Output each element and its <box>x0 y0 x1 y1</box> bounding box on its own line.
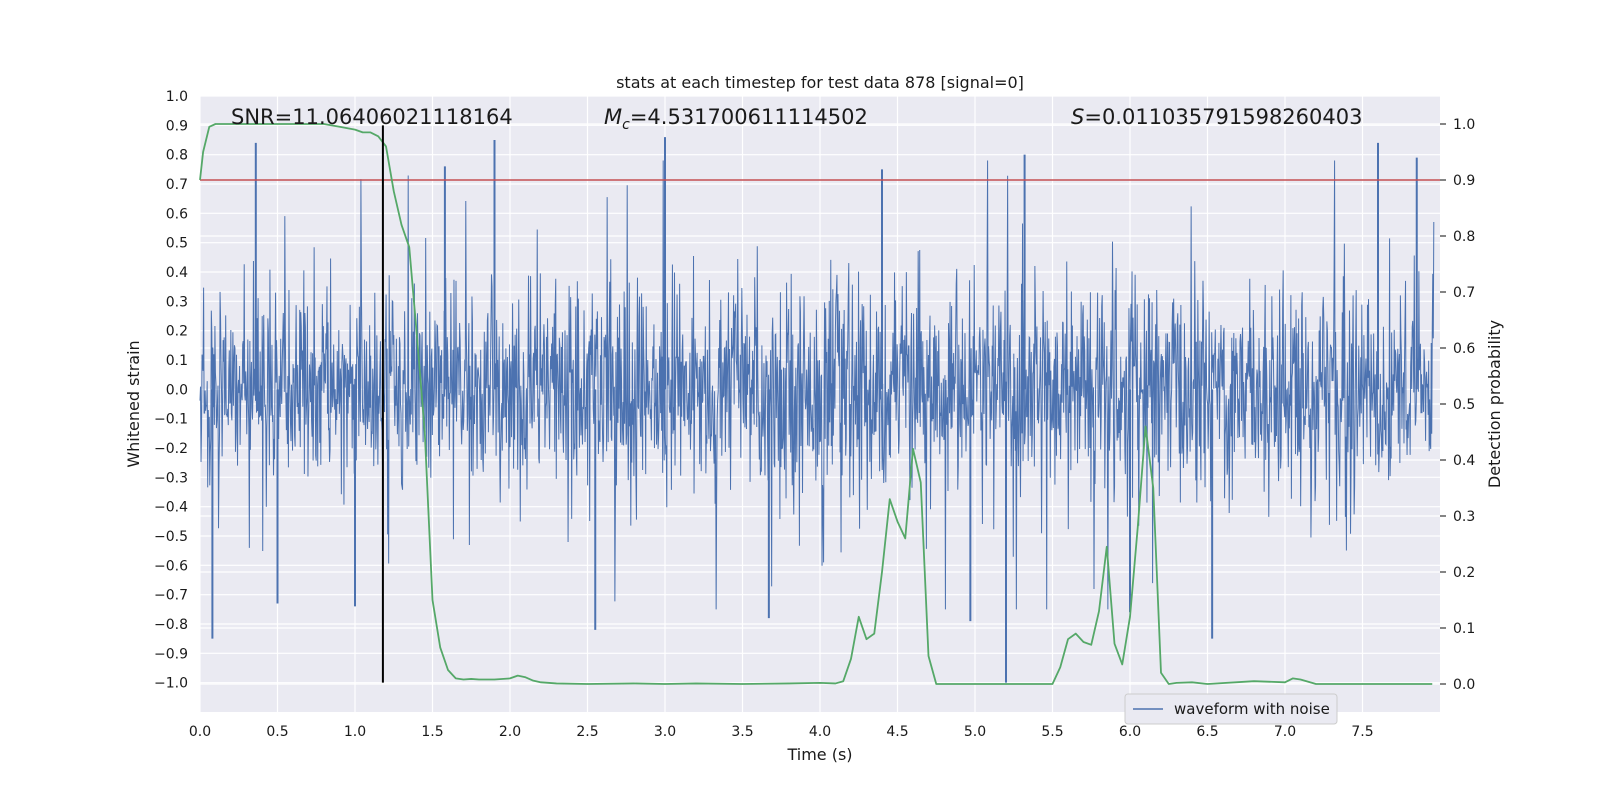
snr-annotation: SNR=11.06406021118164 <box>231 105 513 129</box>
y-axis-left-ticks: 1.0 0.9 0.8 0.7 0.6 0.5 0.4 0.3 0.2 0.1 0.0 −0.1 −0.… <box>154 89 188 692</box>
y-right-tick-label: 0.4 <box>1453 453 1475 469</box>
detection-probability-series <box>199 123 1433 685</box>
chart-title: stats at each timestep for test data 878… <box>616 73 1024 92</box>
y-left-tick-label: −0.9 <box>154 646 188 662</box>
x-axis-label: Time (s) <box>786 745 852 764</box>
y-left-tick-label: −0.1 <box>154 412 188 428</box>
y-left-tick-label: 0.5 <box>166 236 188 252</box>
x-tick-label: 7.5 <box>1351 724 1373 740</box>
y-left-tick-label: −0.8 <box>154 617 188 633</box>
y-left-tick-label: 1.0 <box>166 89 188 105</box>
x-tick-label: 3.5 <box>731 724 753 740</box>
x-tick-label: 4.0 <box>809 724 831 740</box>
waveform-line <box>199 160 1435 610</box>
s-value: =0.011035791598260403 <box>1084 105 1362 129</box>
y-right-tick-label: 0.2 <box>1453 565 1475 581</box>
y-right-tick-label: 0.7 <box>1453 285 1475 301</box>
y-right-tick-label: 1.0 <box>1453 117 1475 133</box>
y-left-tick-label: −0.2 <box>154 441 188 457</box>
y-right-tick-label: 0.8 <box>1453 229 1475 245</box>
legend-box <box>1124 693 1338 725</box>
y-right-tick-label: 0.6 <box>1453 341 1475 357</box>
mc-value: =4.531700611114502 <box>630 105 868 129</box>
y-left-tick-label: 0.0 <box>166 382 188 398</box>
x-tick-label: 3.0 <box>654 724 676 740</box>
y-left-tick-label: 0.3 <box>166 294 188 310</box>
mc-symbol: M <box>604 105 622 129</box>
waveform-series <box>199 137 1435 683</box>
y-left-tick-label: −0.4 <box>154 500 188 516</box>
y-left-tick-label: −1.0 <box>154 676 188 692</box>
y-axis-left-label: Whitened strain <box>124 340 143 467</box>
y-left-tick-label: 0.1 <box>166 353 188 369</box>
x-tick-label: 5.5 <box>1041 724 1063 740</box>
s-annotation: S=0.011035791598260403 <box>1071 105 1362 129</box>
x-tick-label: 1.5 <box>421 724 443 740</box>
y-left-tick-label: −0.3 <box>154 470 188 486</box>
y-left-tick-label: −0.5 <box>154 529 188 545</box>
y-right-tick-label: 0.5 <box>1453 397 1475 413</box>
x-tick-label: 0.5 <box>266 724 288 740</box>
legend: waveform with noise <box>1124 693 1338 725</box>
y-left-tick-label: 0.2 <box>166 324 188 340</box>
x-tick-label: 0.0 <box>189 724 211 740</box>
y-right-tick-label: 0.1 <box>1453 621 1475 637</box>
x-axis-ticks: 0.0 0.5 1.0 1.5 2.0 2.5 3.0 3.5 4.0 4.5 5.0 5.5 6.0 6… <box>189 724 1374 740</box>
y-left-tick-label: 0.4 <box>166 265 188 281</box>
x-tick-label: 5.0 <box>964 724 986 740</box>
y-axis-right-ticks: 1.0 0.9 0.8 0.7 0.6 0.5 0.4 0.3 0.2 0.1 0.0 <box>1440 117 1475 693</box>
x-tick-label: 6.0 <box>1119 724 1141 740</box>
y-left-tick-label: 0.7 <box>166 177 188 193</box>
snr-prefix: SNR= <box>231 105 292 129</box>
grid <box>199 95 1440 712</box>
x-tick-label: 4.5 <box>886 724 908 740</box>
x-tick-label: 1.0 <box>344 724 366 740</box>
y-left-tick-label: −0.7 <box>154 588 188 604</box>
y-left-tick-label: 0.6 <box>166 206 188 222</box>
y-left-tick-label: 0.9 <box>166 118 188 134</box>
y-axis-right-label: Detection probability <box>1485 320 1504 488</box>
s-symbol: S <box>1071 105 1084 129</box>
x-tick-label: 6.5 <box>1196 724 1218 740</box>
mc-subscript: c <box>622 117 630 133</box>
y-right-tick-label: 0.0 <box>1453 677 1475 693</box>
y-right-tick-label: 0.3 <box>1453 509 1475 525</box>
legend-label-waveform: waveform with noise <box>1174 700 1330 718</box>
x-tick-label: 7.0 <box>1274 724 1296 740</box>
x-tick-label: 2.5 <box>576 724 598 740</box>
y-left-tick-label: 0.8 <box>166 148 188 164</box>
chirp-mass-annotation: Mc=4.531700611114502 <box>604 105 868 133</box>
y-right-tick-label: 0.9 <box>1453 173 1475 189</box>
y-left-tick-label: −0.6 <box>154 558 188 574</box>
x-tick-label: 2.0 <box>499 724 521 740</box>
snr-value: 11.06406021118164 <box>292 105 512 129</box>
detection-probability-line <box>199 123 1433 685</box>
